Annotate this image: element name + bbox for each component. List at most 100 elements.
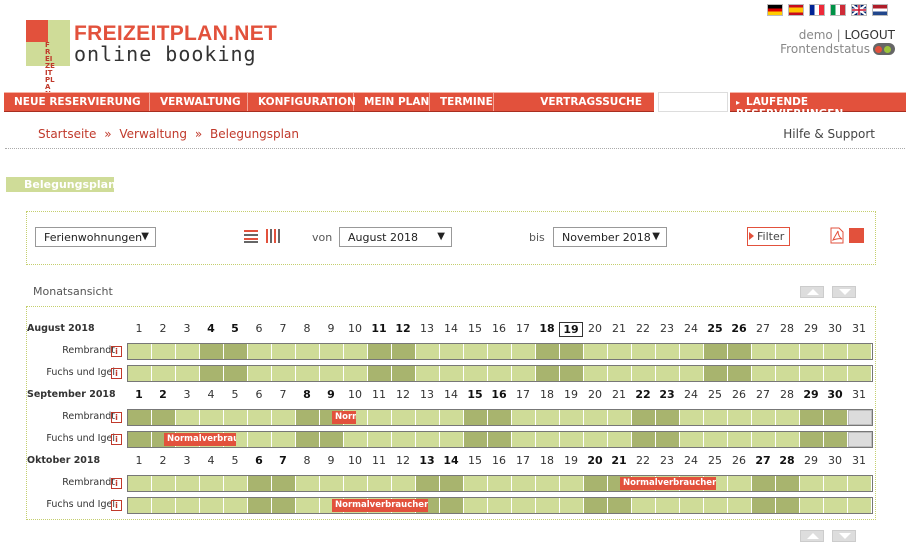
day-cell[interactable] [800, 476, 824, 491]
day-cell[interactable] [752, 344, 776, 359]
day-cell[interactable] [728, 498, 752, 513]
day-cell[interactable] [584, 432, 608, 447]
nav-neue-reservierung[interactable]: NEUE RESERVIERUNG [4, 93, 150, 111]
logo[interactable]: FREI ZEIT PLAN [26, 20, 70, 98]
day-cell[interactable] [680, 432, 704, 447]
day-cell[interactable] [752, 498, 776, 513]
day-cell[interactable] [848, 366, 872, 381]
day-cell[interactable] [248, 410, 272, 425]
reservation-block[interactable]: Normalverbraucher E:4 [332, 499, 428, 512]
day-cell[interactable] [680, 498, 704, 513]
day-cell[interactable] [464, 432, 488, 447]
nav-laufende-reservierungen[interactable]: ▸ LAUFENDE RESERVIERUNGEN [730, 92, 906, 120]
day-cell[interactable] [248, 366, 272, 381]
day-cell[interactable] [824, 498, 848, 513]
day-cell[interactable] [800, 498, 824, 513]
scroll-down-button[interactable] [832, 286, 856, 298]
flag-it-icon[interactable] [830, 4, 846, 16]
day-cell[interactable] [704, 410, 728, 425]
day-cell[interactable] [536, 476, 560, 491]
day-cell[interactable] [248, 476, 272, 491]
day-cell[interactable] [248, 432, 272, 447]
day-cell[interactable] [536, 366, 560, 381]
day-cell[interactable] [584, 410, 608, 425]
day-cell[interactable] [560, 432, 584, 447]
day-cell[interactable] [608, 432, 632, 447]
breadcrumb-verwaltung[interactable]: Verwaltung [119, 127, 188, 141]
day-cell[interactable] [176, 410, 200, 425]
flag-de-icon[interactable] [767, 4, 783, 16]
day-cell[interactable] [848, 344, 872, 359]
day-cell[interactable] [224, 344, 248, 359]
day-cell[interactable] [656, 344, 680, 359]
day-cell[interactable] [728, 410, 752, 425]
column-view-icon[interactable] [266, 229, 282, 243]
von-select[interactable]: August 2018 ▼ [339, 227, 452, 247]
day-cell[interactable] [416, 432, 440, 447]
day-cell[interactable] [752, 432, 776, 447]
day-cell[interactable] [272, 498, 296, 513]
export-icon[interactable] [849, 228, 864, 243]
day-cell[interactable] [704, 366, 728, 381]
day-cell[interactable] [464, 410, 488, 425]
info-icon[interactable]: i [111, 412, 122, 423]
day-cell[interactable] [320, 366, 344, 381]
day-cell[interactable] [272, 432, 296, 447]
day-cell[interactable] [440, 476, 464, 491]
filter-button[interactable]: Filter [747, 227, 790, 246]
info-icon[interactable]: i [111, 434, 122, 445]
day-cell[interactable] [512, 432, 536, 447]
day-cell[interactable] [488, 498, 512, 513]
day-cell[interactable] [128, 432, 152, 447]
help-support-link[interactable]: Hilfe & Support [783, 127, 875, 141]
day-cell[interactable] [344, 344, 368, 359]
day-cell[interactable] [152, 410, 176, 425]
day-cell[interactable] [776, 432, 800, 447]
day-cell[interactable] [680, 410, 704, 425]
day-cell[interactable] [584, 366, 608, 381]
day-cell[interactable] [128, 366, 152, 381]
day-cell[interactable] [296, 476, 320, 491]
day-cell[interactable] [632, 498, 656, 513]
list-view-icon[interactable] [244, 229, 258, 243]
day-cell[interactable] [512, 410, 536, 425]
nav-vertragssuche[interactable]: VERTRAGSSUCHE [540, 96, 642, 108]
day-cell[interactable] [368, 410, 392, 425]
day-cell[interactable] [320, 476, 344, 491]
day-cell[interactable] [440, 366, 464, 381]
day-cell[interactable] [464, 344, 488, 359]
day-cell[interactable] [560, 366, 584, 381]
day-cell[interactable] [752, 476, 776, 491]
day-cell[interactable] [536, 432, 560, 447]
day-cell[interactable] [560, 410, 584, 425]
scroll-down-button-bottom[interactable] [832, 530, 856, 542]
day-cell[interactable] [656, 366, 680, 381]
day-cell[interactable] [824, 366, 848, 381]
day-cell[interactable] [800, 410, 824, 425]
frontend-status-toggle[interactable] [873, 43, 895, 55]
day-cell[interactable] [536, 410, 560, 425]
day-cell[interactable] [584, 344, 608, 359]
day-cell[interactable] [632, 344, 656, 359]
day-cell[interactable] [392, 410, 416, 425]
day-cell[interactable] [200, 344, 224, 359]
day-cell[interactable] [536, 498, 560, 513]
day-cell[interactable] [728, 366, 752, 381]
day-cell[interactable] [560, 476, 584, 491]
day-cell[interactable] [392, 366, 416, 381]
day-cell[interactable] [824, 432, 848, 447]
day-cell[interactable] [344, 366, 368, 381]
day-cell[interactable] [776, 498, 800, 513]
day-cell[interactable] [608, 344, 632, 359]
day-cell[interactable] [272, 344, 296, 359]
day-cell[interactable] [368, 432, 392, 447]
day-cell[interactable] [728, 344, 752, 359]
day-cell[interactable] [440, 344, 464, 359]
day-cell[interactable] [248, 498, 272, 513]
day-cell[interactable] [392, 432, 416, 447]
day-cell[interactable] [776, 344, 800, 359]
day-cell[interactable] [296, 410, 320, 425]
day-cell[interactable] [200, 498, 224, 513]
breadcrumb-startseite[interactable]: Startseite [38, 127, 97, 141]
nav-search-field[interactable] [658, 92, 728, 112]
